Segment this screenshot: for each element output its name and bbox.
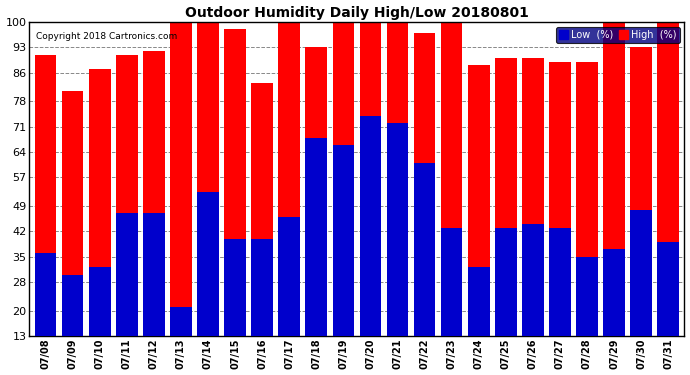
Bar [468, 65, 489, 336]
Bar [549, 62, 571, 336]
Bar [495, 228, 517, 336]
Bar [603, 22, 625, 336]
Bar [495, 58, 517, 336]
Bar [306, 138, 327, 336]
Title: Outdoor Humidity Daily High/Low 20180801: Outdoor Humidity Daily High/Low 20180801 [185, 6, 529, 20]
Bar [34, 55, 57, 336]
Bar [306, 47, 327, 336]
Bar [34, 253, 57, 336]
Bar [89, 69, 110, 336]
Bar [89, 267, 110, 336]
Bar [251, 238, 273, 336]
Bar [143, 51, 165, 336]
Bar [62, 275, 83, 336]
Bar [603, 249, 625, 336]
Bar [116, 55, 137, 336]
Bar [170, 307, 192, 336]
Bar [333, 22, 354, 336]
Text: Copyright 2018 Cartronics.com: Copyright 2018 Cartronics.com [36, 32, 177, 40]
Legend: Low  (%), High  (%): Low (%), High (%) [556, 27, 680, 43]
Bar [441, 228, 462, 336]
Bar [333, 145, 354, 336]
Bar [251, 84, 273, 336]
Bar [549, 228, 571, 336]
Bar [441, 18, 462, 336]
Bar [630, 210, 652, 336]
Bar [278, 22, 300, 336]
Bar [386, 22, 408, 336]
Bar [414, 163, 435, 336]
Bar [386, 123, 408, 336]
Bar [224, 238, 246, 336]
Bar [359, 116, 382, 336]
Bar [414, 33, 435, 336]
Bar [197, 192, 219, 336]
Bar [62, 91, 83, 336]
Bar [170, 22, 192, 336]
Bar [224, 29, 246, 336]
Bar [576, 62, 598, 336]
Bar [658, 242, 679, 336]
Bar [143, 213, 165, 336]
Bar [359, 22, 382, 336]
Bar [658, 22, 679, 336]
Bar [116, 213, 137, 336]
Bar [576, 256, 598, 336]
Bar [197, 22, 219, 336]
Bar [468, 267, 489, 336]
Bar [522, 58, 544, 336]
Bar [630, 47, 652, 336]
Bar [522, 224, 544, 336]
Bar [278, 217, 300, 336]
